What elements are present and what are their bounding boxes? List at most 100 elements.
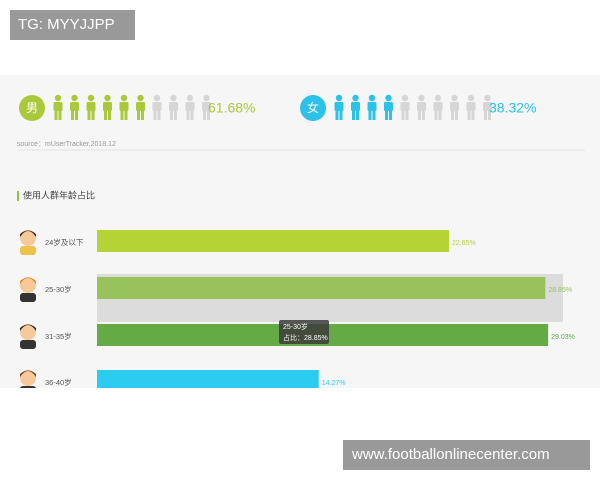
icon-head: [170, 94, 177, 102]
tooltip-title: 25-30岁: [283, 322, 308, 331]
icon-leg: [405, 111, 409, 120]
person-icon: [202, 94, 211, 120]
icon-head: [186, 94, 194, 102]
icon-body: [433, 102, 443, 111]
icon-leg: [467, 111, 471, 120]
icon-head: [54, 94, 62, 102]
icon-body: [70, 102, 79, 111]
icon-leg: [339, 111, 343, 120]
icon-leg: [120, 111, 124, 120]
bar: [97, 370, 319, 388]
icon-leg: [451, 111, 454, 120]
icon-leg: [422, 111, 425, 120]
bar: [97, 277, 546, 299]
icon-leg: [54, 111, 58, 120]
gender-label: 男: [26, 101, 38, 115]
icon-leg: [207, 111, 210, 120]
value-label: 14.27%: [322, 380, 346, 387]
chart-title: 使用人群年龄占比: [23, 189, 95, 200]
person-icon: [367, 94, 377, 120]
icon-leg: [385, 111, 388, 120]
icon-leg: [418, 111, 421, 120]
person-icon: [152, 94, 162, 120]
icon-body: [185, 102, 195, 111]
tooltip-bg: [279, 320, 329, 344]
icon-body: [103, 102, 112, 111]
icon-body: [86, 102, 96, 111]
icon-head: [418, 94, 425, 102]
person-icon: [103, 94, 112, 120]
person-icon: [70, 94, 79, 120]
avatar-body: [20, 293, 36, 302]
person-icon: [450, 94, 459, 120]
icon-leg: [471, 111, 475, 120]
icon-body: [466, 102, 476, 111]
category-label: 24岁及以下: [45, 237, 84, 247]
person-icon: [334, 94, 344, 120]
avatar-hair: [20, 324, 36, 331]
person-icon: [417, 94, 426, 120]
avatar-face: [20, 324, 36, 340]
icon-head: [335, 94, 343, 102]
title-marker: [17, 191, 19, 201]
person-icon: [433, 94, 443, 120]
icon-body: [136, 102, 145, 111]
icon-leg: [91, 111, 95, 120]
icon-leg: [434, 111, 438, 120]
icon-leg: [58, 111, 62, 120]
icon-leg: [71, 111, 74, 120]
avatar-face: [20, 277, 36, 293]
icon-body: [351, 102, 360, 111]
icon-head: [401, 94, 409, 102]
category-label: 31-35岁: [45, 331, 72, 341]
icon-leg: [124, 111, 128, 120]
icon-leg: [352, 111, 355, 120]
person-icon: [53, 94, 63, 120]
icon-leg: [170, 111, 173, 120]
icon-leg: [484, 111, 487, 120]
watermark: TG: MYYJJPP: [18, 16, 115, 33]
icon-leg: [438, 111, 442, 120]
source: source：mUserTracker,2018.12: [17, 141, 116, 148]
icon-leg: [157, 111, 161, 120]
icon-body: [417, 102, 426, 111]
icon-leg: [190, 111, 194, 120]
icon-leg: [372, 111, 376, 120]
gender-label: 女: [307, 100, 319, 115]
watermark-box: [343, 440, 590, 470]
icon-leg: [141, 111, 144, 120]
icon-head: [434, 94, 442, 102]
person-icon: [169, 94, 178, 120]
content: source：mUserTracker,2018.12 使用人群年龄占比 男 61…: [17, 94, 585, 388]
icon-leg: [401, 111, 405, 120]
category-label: 36-40岁: [45, 377, 72, 387]
icon-body: [367, 102, 377, 111]
icon-leg: [368, 111, 372, 120]
value-label: 29.03%: [551, 334, 575, 341]
icon-leg: [75, 111, 78, 120]
person-icon: [185, 94, 195, 120]
icon-leg: [108, 111, 111, 120]
watermark-box: [10, 10, 135, 40]
icon-head: [203, 94, 210, 102]
icon-leg: [186, 111, 190, 120]
avatar-hair: [20, 277, 36, 284]
gender-badge: [300, 95, 326, 121]
person-icon: [384, 94, 393, 120]
icon-head: [368, 94, 376, 102]
icon-head: [71, 94, 78, 102]
icon-leg: [389, 111, 392, 120]
person-icon: [351, 94, 360, 120]
value-label: 28.85%: [548, 287, 572, 294]
icon-head: [87, 94, 95, 102]
bar: [97, 230, 449, 252]
icon-leg: [335, 111, 339, 120]
icon-body: [450, 102, 459, 111]
gender-value: 38.32%: [489, 100, 536, 116]
icon-head: [153, 94, 161, 102]
icon-leg: [137, 111, 140, 120]
avatar-body: [20, 386, 36, 388]
icon-body: [119, 102, 129, 111]
